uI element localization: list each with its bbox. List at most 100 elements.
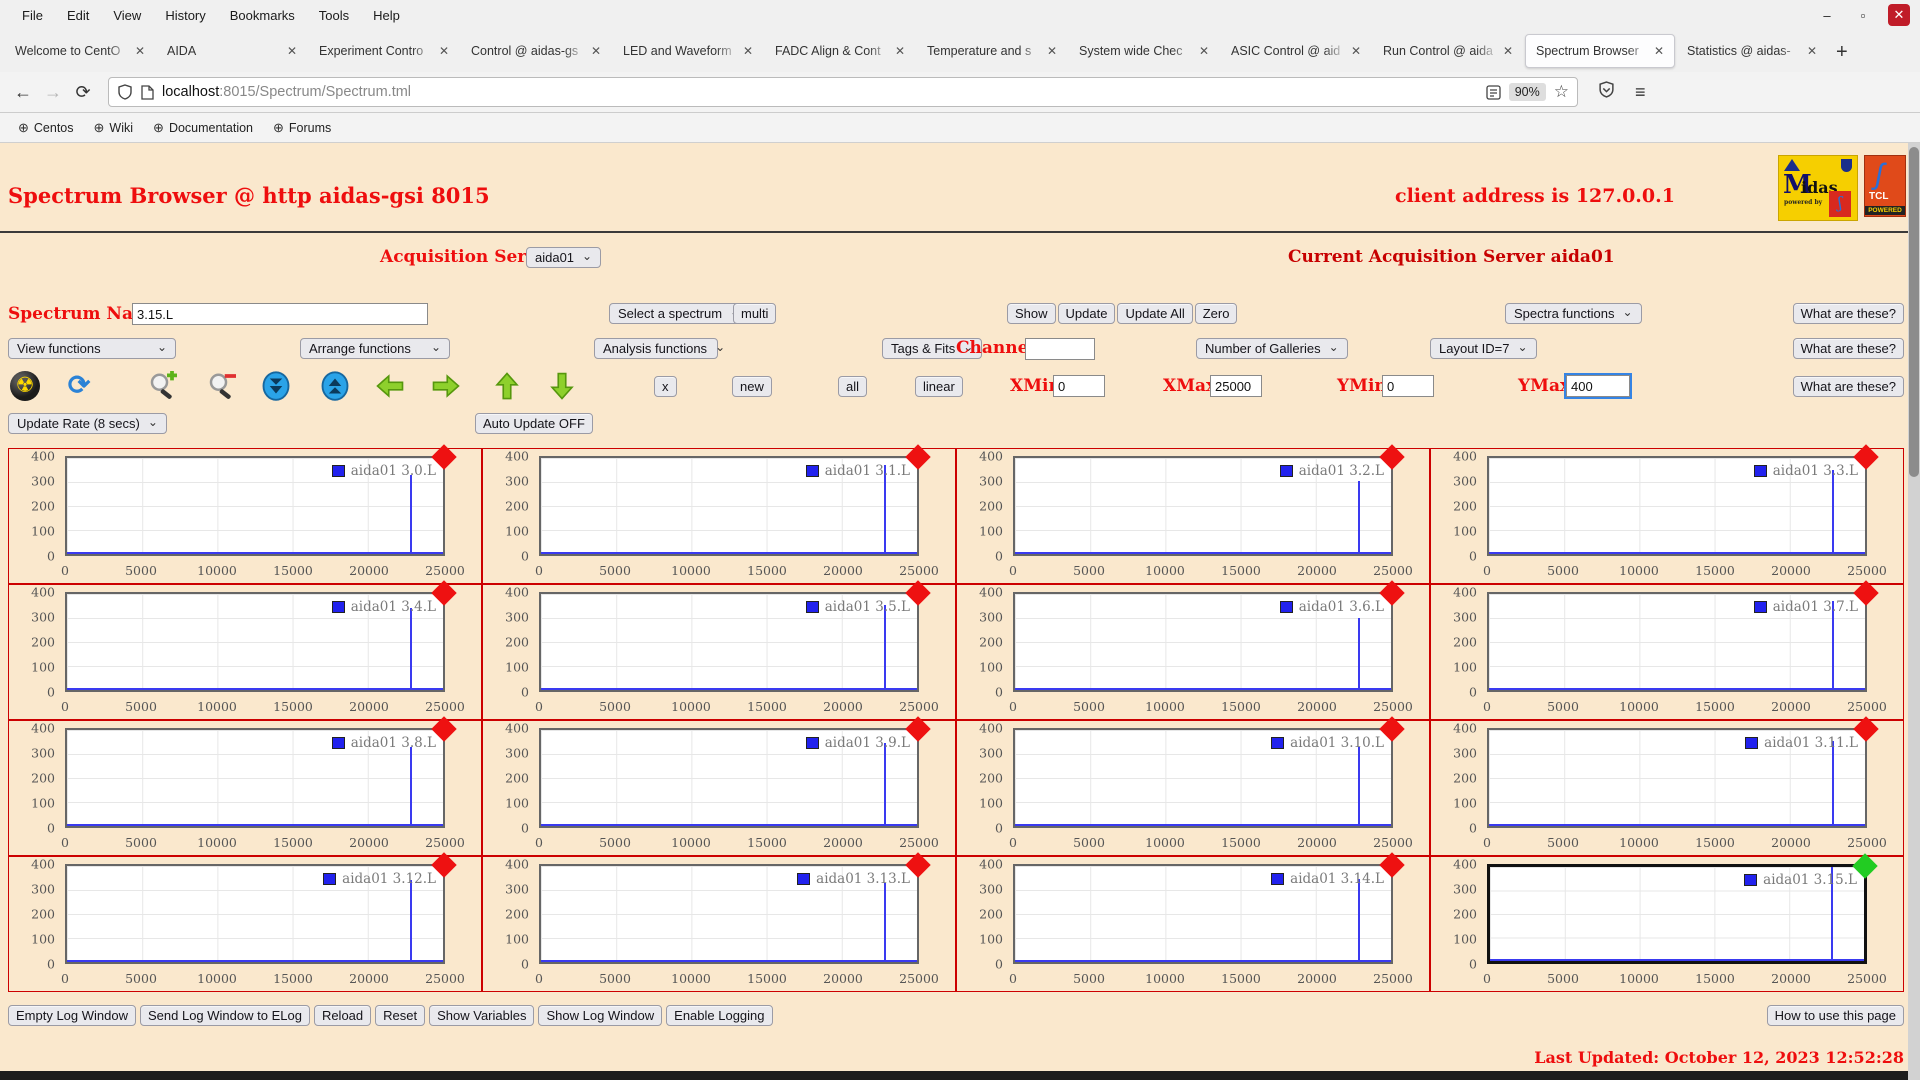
plot-area[interactable]: aida01 3.8.L xyxy=(65,716,457,828)
bookmark-wiki[interactable]: ⊕ Wiki xyxy=(86,117,142,139)
tab-close-icon[interactable]: ✕ xyxy=(1502,44,1513,58)
arrange-functions-dropdown[interactable]: Arrange functions xyxy=(300,338,450,359)
new-button[interactable]: new xyxy=(732,376,772,397)
select-a-spectrum-dropdown[interactable]: Select a spectrum xyxy=(609,303,750,324)
account-shield-icon[interactable] xyxy=(1588,81,1625,103)
spectrum-cell-aida01-3-14-l[interactable]: 400 300 200 100 0 aida01 3.14.L 0 5000 10000 1500… xyxy=(956,852,1430,992)
plot-area[interactable]: aida01 3.13.L xyxy=(539,852,931,964)
what-are-these-button-3[interactable]: What are these? xyxy=(1792,376,1904,397)
all-button[interactable]: all xyxy=(838,376,868,397)
spectrum-cell-aida01-3-1-l[interactable]: 400 300 200 100 0 aida01 3.1.L 0 5000 10000 15000… xyxy=(482,444,956,584)
page-scrollbar[interactable] xyxy=(1908,143,1920,1080)
spectrum-cell-aida01-3-13-l[interactable]: 400 300 200 100 0 aida01 3.13.L 0 5000 10000 1500… xyxy=(482,852,956,992)
spectrum-cell-aida01-3-4-l[interactable]: 400 300 200 100 0 aida01 3.4.L 0 5000 10000 15000… xyxy=(8,580,482,720)
back-icon[interactable]: ← xyxy=(14,81,32,102)
tab-run-control-aida[interactable]: Run Control @ aida ✕ xyxy=(1373,34,1523,68)
spectrum-cell-aida01-3-15-l[interactable]: 400 300 200 100 0 aida01 3.15.L 0 5000 10000 1500… xyxy=(1430,853,1904,992)
spectrum-cell-aida01-3-8-l[interactable]: 400 300 200 100 0 aida01 3.8.L 0 5000 10000 15000… xyxy=(8,716,482,856)
tab-control-aidas-gs[interactable]: Control @ aidas-gs ✕ xyxy=(461,34,611,68)
auto-update-button[interactable]: Auto Update OFF xyxy=(475,413,593,434)
minimize-icon[interactable]: – xyxy=(1823,7,1831,23)
menu-history[interactable]: History xyxy=(165,7,206,23)
tab-close-icon[interactable]: ✕ xyxy=(1198,44,1209,58)
what-are-these-button-1[interactable]: What are these? xyxy=(1792,303,1904,324)
menu-tools[interactable]: Tools xyxy=(318,7,350,23)
tags-fits-dropdown[interactable]: Tags & Fits xyxy=(882,338,983,359)
show-variables-button[interactable]: Show Variables xyxy=(429,1005,535,1026)
bookmark-documentation[interactable]: ⊕ Documentation xyxy=(145,117,261,139)
pan-left-icon[interactable] xyxy=(375,371,405,401)
plot-area[interactable]: aida01 3.9.L xyxy=(539,716,931,828)
tab-experiment-contro[interactable]: Experiment Contro ✕ xyxy=(309,34,459,68)
menu-file[interactable]: File xyxy=(22,7,43,23)
zoom-in-icon[interactable] xyxy=(147,370,177,401)
scroll-down-icon[interactable] xyxy=(261,371,291,401)
page-info-icon[interactable] xyxy=(141,84,154,100)
spectrum-cell-aida01-3-11-l[interactable]: 400 300 200 100 0 aida01 3.11.L 0 5000 10000 1500… xyxy=(1430,716,1904,856)
spectrum-cell-aida01-3-10-l[interactable]: 400 300 200 100 0 aida01 3.10.L 0 5000 10000 1500… xyxy=(956,716,1430,856)
spectrum-cell-aida01-3-12-l[interactable]: 400 300 200 100 0 aida01 3.12.L 0 5000 10000 1500… xyxy=(8,852,482,992)
tab-close-icon[interactable]: ✕ xyxy=(1046,44,1057,58)
reload-button[interactable]: Reload xyxy=(313,1005,372,1026)
show-log-window-button[interactable]: Show Log Window xyxy=(538,1005,663,1026)
radiation-icon[interactable]: ☢ xyxy=(10,371,40,401)
plot-area[interactable]: aida01 3.4.L xyxy=(65,580,457,692)
plot-area[interactable]: aida01 3.7.L xyxy=(1487,580,1879,692)
plot-area[interactable]: aida01 3.14.L xyxy=(1013,852,1405,964)
xmax-input[interactable] xyxy=(1210,375,1262,397)
how-to-use-button[interactable]: How to use this page xyxy=(1766,1005,1904,1026)
x-button[interactable]: x xyxy=(654,376,677,397)
plot-area[interactable]: aida01 3.10.L xyxy=(1013,716,1405,828)
what-are-these-button-2[interactable]: What are these? xyxy=(1792,338,1904,359)
spectrum-cell-aida01-3-2-l[interactable]: 400 300 200 100 0 aida01 3.2.L 0 5000 10000 15000… xyxy=(956,444,1430,584)
url-text[interactable]: localhost:8015/Spectrum/Spectrum.tml xyxy=(162,84,1478,100)
tab-close-icon[interactable]: ✕ xyxy=(438,44,449,58)
tab-led-and-waveform[interactable]: LED and Waveform ✕ xyxy=(613,34,763,68)
tab-close-icon[interactable]: ✕ xyxy=(134,44,145,58)
tab-close-icon[interactable]: ✕ xyxy=(894,44,905,58)
tab-close-icon[interactable]: ✕ xyxy=(1653,44,1664,58)
plot-area[interactable]: aida01 3.15.L xyxy=(1487,853,1878,964)
spectrum-cell-aida01-3-5-l[interactable]: 400 300 200 100 0 aida01 3.5.L 0 5000 10000 15000… xyxy=(482,580,956,720)
ymax-input[interactable] xyxy=(1564,373,1632,399)
menu-bookmarks[interactable]: Bookmarks xyxy=(229,7,295,23)
spectrum-cell-aida01-3-9-l[interactable]: 400 300 200 100 0 aida01 3.9.L 0 5000 10000 15000… xyxy=(482,716,956,856)
forward-icon[interactable]: → xyxy=(44,81,62,102)
acquisition-server-select[interactable]: aida01 xyxy=(526,247,602,268)
shield-permissions-icon[interactable] xyxy=(117,84,133,100)
scroll-up-icon[interactable] xyxy=(320,371,350,401)
ymin-input[interactable] xyxy=(1382,375,1434,397)
layout-id-dropdown[interactable]: Layout ID=7 xyxy=(1430,338,1537,359)
spectrum-name-input[interactable] xyxy=(132,303,428,325)
spectrum-cell-aida01-3-0-l[interactable]: 400 300 200 100 0 aida01 3.0.L 0 5000 10000 15000… xyxy=(8,444,482,584)
plot-area[interactable]: aida01 3.0.L xyxy=(65,444,457,556)
zoom-out-icon[interactable] xyxy=(206,371,236,401)
tab-system-wide-chec[interactable]: System wide Chec ✕ xyxy=(1069,34,1219,68)
tab-close-icon[interactable]: ✕ xyxy=(1350,44,1361,58)
xmin-input[interactable] xyxy=(1053,375,1105,397)
spectra-functions-dropdown[interactable]: Spectra functions xyxy=(1505,303,1642,324)
tab-welcome-to-cento[interactable]: Welcome to CentO ✕ xyxy=(5,34,155,68)
tab-close-icon[interactable]: ✕ xyxy=(590,44,601,58)
bookmark-star-icon[interactable]: ☆ xyxy=(1553,82,1569,101)
show-button[interactable]: Show xyxy=(1007,303,1056,324)
pan-down-icon[interactable] xyxy=(547,371,577,401)
number-of-galleries-dropdown[interactable]: Number of Galleries xyxy=(1196,338,1348,359)
scrollbar-thumb[interactable] xyxy=(1909,147,1919,477)
tab-close-icon[interactable]: ✕ xyxy=(742,44,753,58)
spectrum-cell-aida01-3-6-l[interactable]: 400 300 200 100 0 aida01 3.6.L 0 5000 10000 15000… xyxy=(956,580,1430,720)
plot-area[interactable]: aida01 3.2.L xyxy=(1013,444,1405,556)
menu-edit[interactable]: Edit xyxy=(66,7,90,23)
empty-log-window-button[interactable]: Empty Log Window xyxy=(8,1005,136,1026)
update-button[interactable]: Update xyxy=(1057,303,1116,324)
new-tab-button[interactable]: + xyxy=(1836,41,1848,63)
menu-help[interactable]: Help xyxy=(373,7,400,23)
pan-right-icon[interactable] xyxy=(431,371,461,401)
tab-close-icon[interactable]: ✕ xyxy=(286,44,297,58)
linear-button[interactable]: linear xyxy=(915,376,963,397)
plot-area[interactable]: aida01 3.3.L xyxy=(1487,444,1879,556)
hamburger-menu-icon[interactable]: ≡ xyxy=(1635,81,1646,102)
refresh-icon[interactable]: ⟳ xyxy=(67,370,91,400)
plot-area[interactable]: aida01 3.5.L xyxy=(539,580,931,692)
channel-input[interactable] xyxy=(1025,338,1095,360)
